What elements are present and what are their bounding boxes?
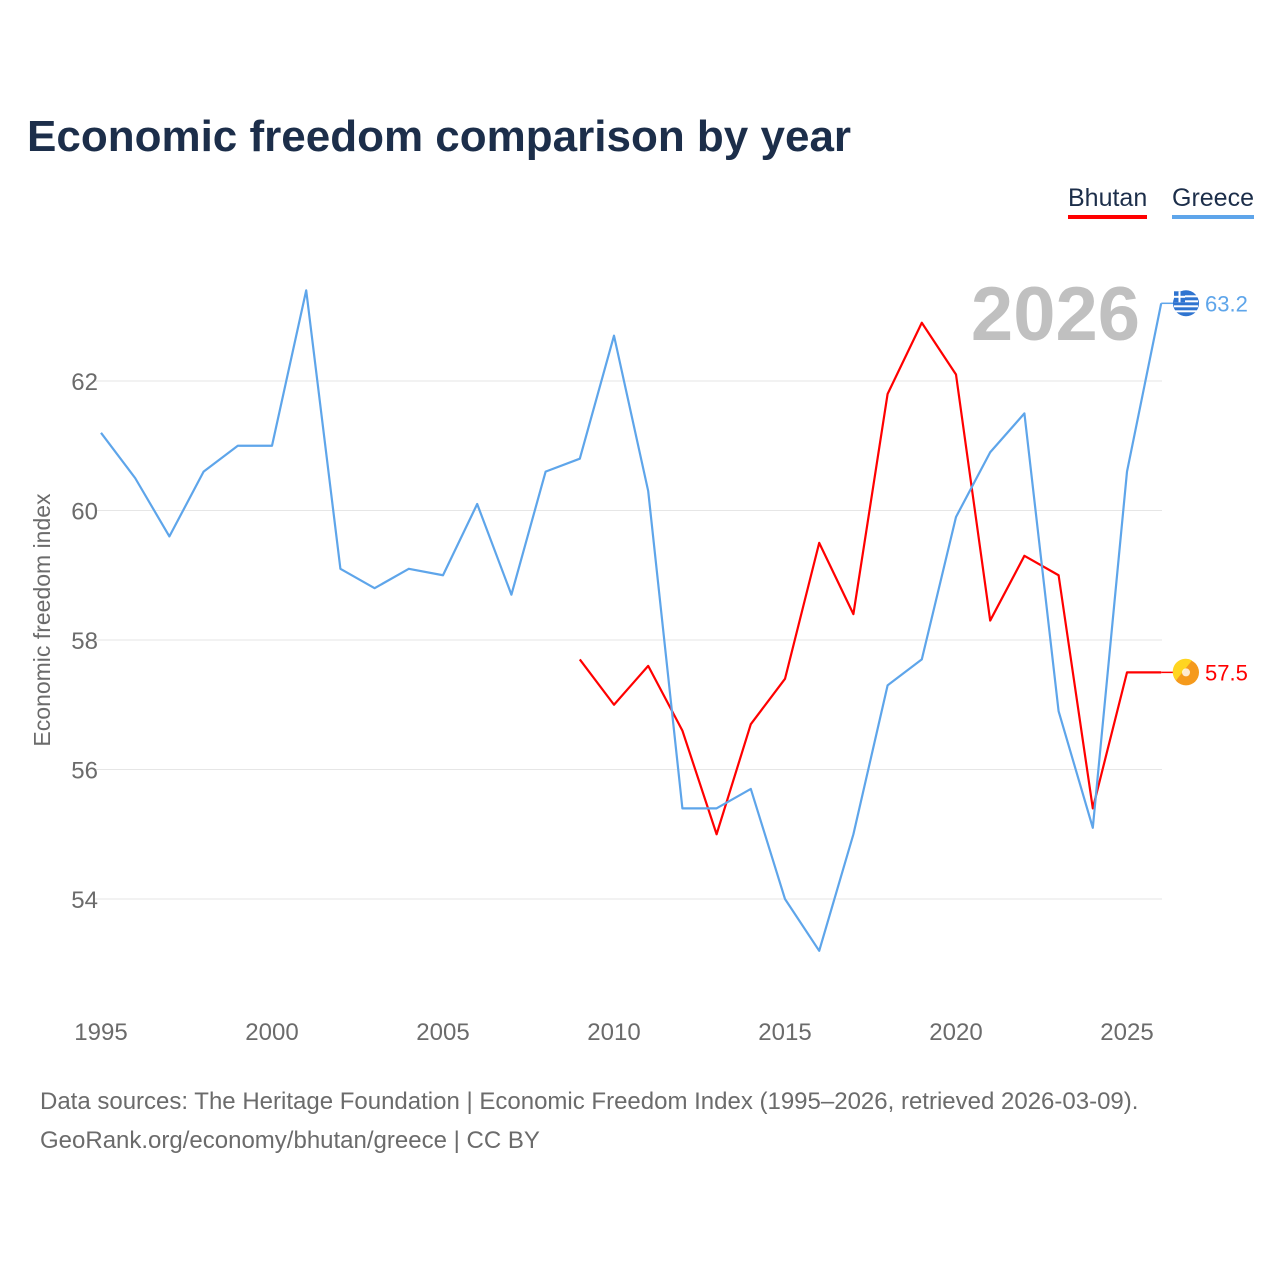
x-tick-label: 2025 [1100,1019,1153,1046]
x-tick-label: 2005 [416,1019,469,1046]
flag-cross [1174,295,1185,298]
footer-sources: Data sources: The Heritage Foundation | … [40,1088,1139,1115]
series-line-bhutan [578,321,1162,836]
y-tick-label: 62 [71,369,98,396]
end-value-label-greece: 63.2 [1205,291,1248,316]
end-value-label-bhutan: 57.5 [1205,660,1248,685]
x-tick-label: 2020 [929,1019,982,1046]
flag-stripe [1174,310,1198,313]
series-line-greece [100,289,1163,952]
y-axis-label: Economic freedom index [29,493,55,747]
footer-link: GeoRank.org/economy/bhutan/greece | CC B… [40,1127,540,1154]
x-tick-label: 2000 [245,1019,298,1046]
flag-stripe [1174,305,1198,308]
y-tick-label: 58 [71,628,98,655]
x-tick-label: 1995 [74,1019,127,1046]
year-watermark: 2026 [971,272,1140,357]
y-tick-label: 54 [71,887,98,914]
y-tick-label: 60 [71,499,98,526]
chart-title: Economic freedom comparison by year [27,112,852,161]
flag-stripe [1174,295,1198,298]
legend-greece[interactable]: Greece [1172,184,1254,219]
x-tick-label: 2010 [587,1019,640,1046]
y-tick-label: 56 [71,758,98,785]
flag-half [1172,658,1192,681]
legend-bhutan[interactable]: Bhutan [1068,184,1148,219]
flag-dragon [1182,668,1190,677]
x-tick-label: 2015 [758,1019,811,1046]
flag-stripe [1174,300,1198,303]
